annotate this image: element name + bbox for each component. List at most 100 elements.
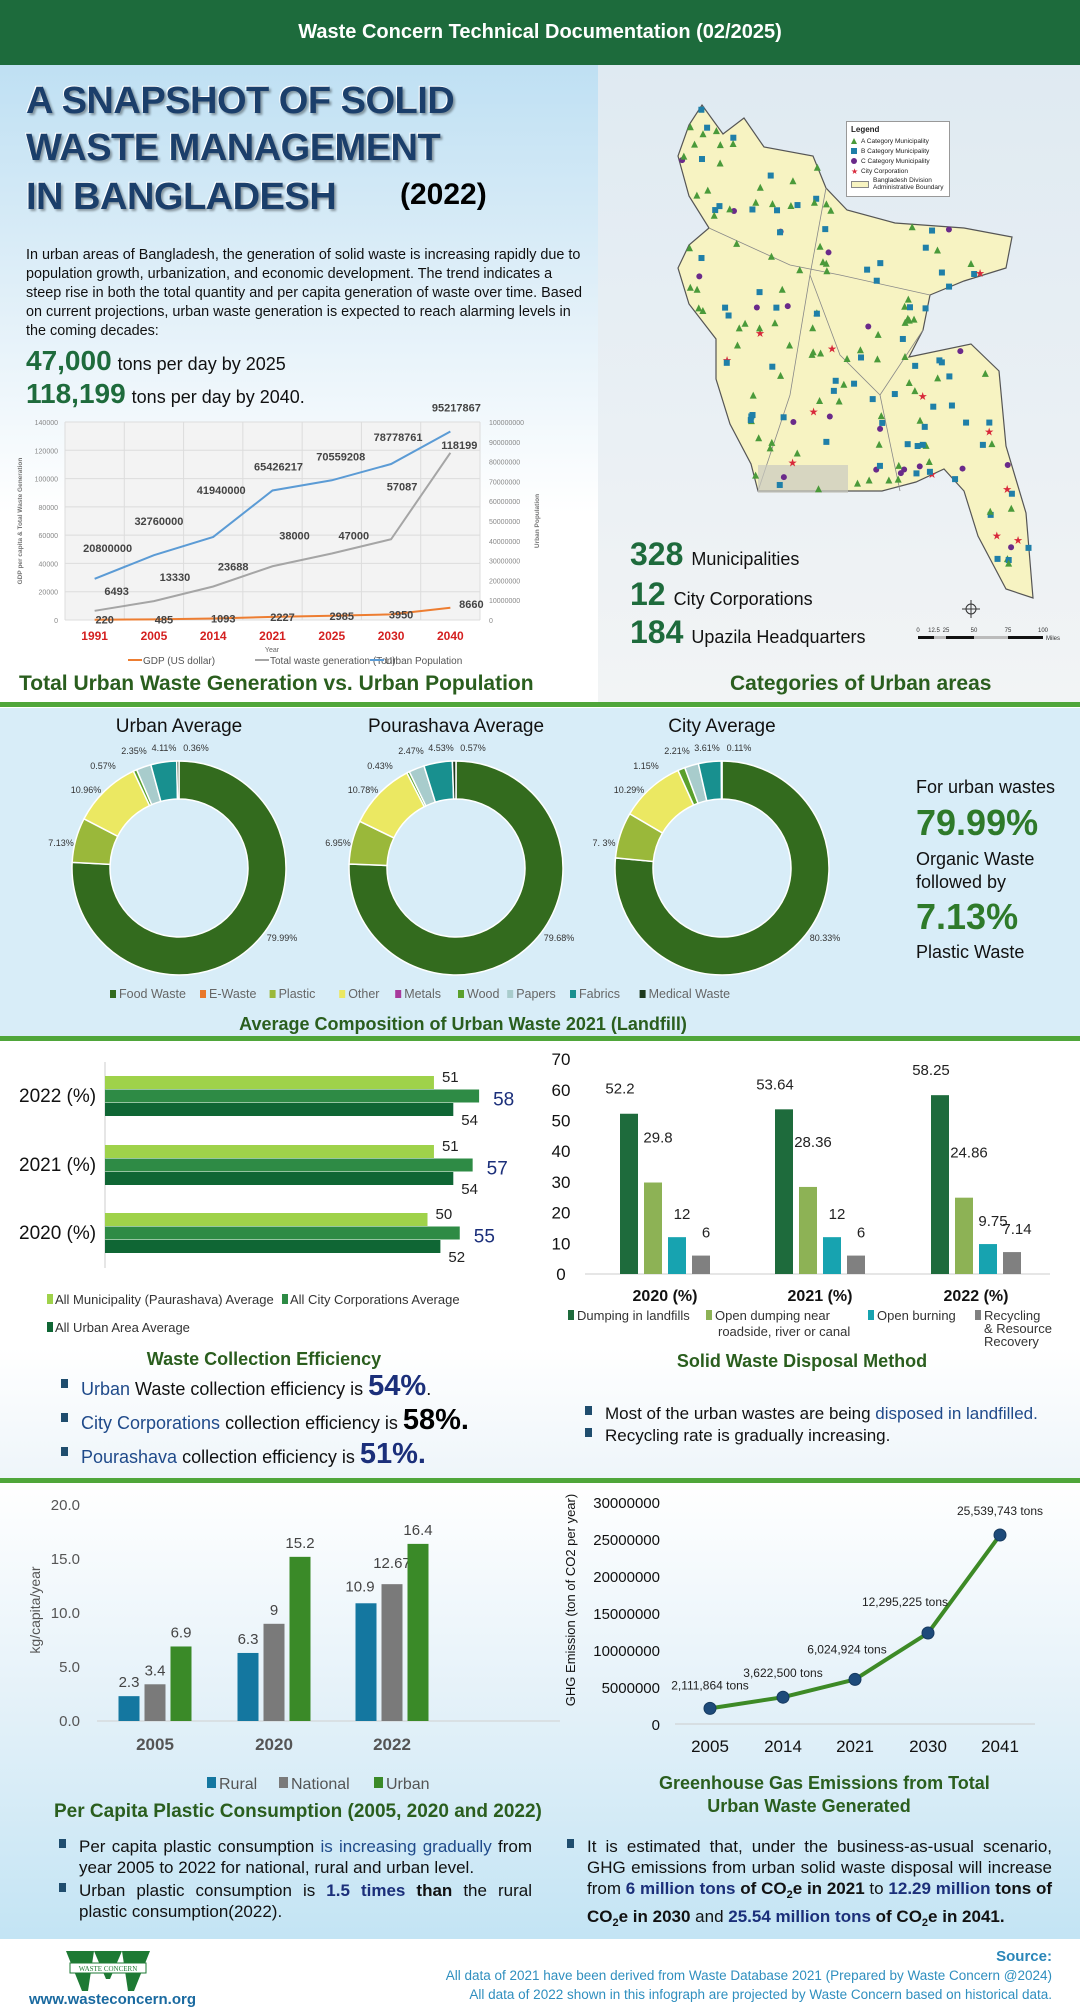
heading-composition: Average Composition of Urban Waste 2021 … xyxy=(239,1014,687,1034)
legend-label: City Corporation xyxy=(861,167,908,175)
highlight-plastic-value: 7.13% xyxy=(916,896,1019,937)
stat-value: 184 xyxy=(630,614,684,650)
highlight-plastic-label: Plastic Waste xyxy=(916,942,1025,962)
text-fragment: the rural plastic consumption(2022). xyxy=(79,1881,533,1921)
stat-value: 328 xyxy=(630,536,684,572)
projection-2025: 47,000 tons per day by 2025 xyxy=(26,345,286,377)
source-line: All data of 2021 have been derived from … xyxy=(445,1968,1052,1983)
waste-concern-logo: WASTE CONCERN xyxy=(66,1951,150,1991)
disposal-bullet: Recycling rate is gradually increasing. xyxy=(584,1425,891,1446)
boundary-swatch xyxy=(851,180,869,188)
text-fragment: 6 million tons xyxy=(625,1879,736,1898)
stat-label: City Corporations xyxy=(673,589,813,609)
text-fragment: City Corporations xyxy=(81,1413,221,1433)
heading-waste-vs-population: Total Urban Waste Generation vs. Urban P… xyxy=(19,672,534,695)
text-fragment: of CO xyxy=(735,1879,787,1898)
page-title-line: WASTE MANAGEMENT xyxy=(26,127,441,169)
legend-label: A Category Municipality xyxy=(861,137,929,145)
text-fragment: and xyxy=(690,1907,729,1926)
text-fragment: Most of the urban wastes are being xyxy=(605,1404,876,1423)
text-fragment: Pourashava xyxy=(81,1447,178,1467)
divider xyxy=(0,1478,1080,1483)
heading-ghg-line2: Urban Waste Generated xyxy=(707,1796,911,1816)
source-title: Source: xyxy=(996,1948,1052,1965)
text-fragment: collection efficiency is xyxy=(220,1413,403,1433)
text-fragment: Recycling rate is gradually increasing. xyxy=(605,1426,891,1445)
heading-plastic: Per Capita Plastic Consumption (2005, 20… xyxy=(54,1801,542,1822)
collection-bullet: City Corporations collection efficiency … xyxy=(61,1406,469,1435)
heading-disposal: Solid Waste Disposal Method xyxy=(676,1351,928,1371)
stat-city-corporations: 12 City Corporations xyxy=(630,576,813,613)
legend-label: C Category Municipality xyxy=(861,157,930,165)
text-fragment: disposed in landfilled. xyxy=(875,1404,1038,1423)
text-fragment: 25.54 million tons xyxy=(728,1907,871,1926)
circle-icon xyxy=(851,158,857,164)
text-fragment: e in 2021 xyxy=(792,1879,865,1898)
text-fragment: collection efficiency is xyxy=(177,1447,360,1467)
text-fragment: e in 2041. xyxy=(928,1907,1005,1926)
highlight-followed: followed by xyxy=(916,872,1007,892)
legend-label: B Category Municipality xyxy=(861,147,930,155)
stat-label: Upazila Headquarters xyxy=(691,627,866,647)
plastic-bullet: Per capita plastic consumption is increa… xyxy=(59,1836,532,1878)
text-fragment: 2 xyxy=(612,1917,619,1929)
text-fragment: 54% xyxy=(368,1370,427,1402)
heading-categories: Categories of Urban areas xyxy=(730,672,992,695)
pie-title: Urban Average xyxy=(115,716,243,737)
legend-title: Legend xyxy=(851,125,880,134)
text-fragment: from year 2005 to 2022 for national, rur… xyxy=(79,1837,532,1877)
page-title-line: A SNAPSHOT OF SOLID xyxy=(26,80,455,122)
text-fragment: tons of CO xyxy=(587,1879,1053,1926)
stat-label: Municipalities xyxy=(691,549,800,569)
intro-paragraph: In urban areas of Bangladesh, the genera… xyxy=(26,247,582,339)
text-fragment: 2 xyxy=(786,1889,793,1901)
footer: WASTE CONCERN www.wasteconcern.org Sourc… xyxy=(0,1939,1080,2016)
projection-text: tons per day by 2040. xyxy=(131,387,305,407)
text-fragment: is increasing gradually xyxy=(320,1837,492,1856)
divider xyxy=(0,1036,1080,1041)
document-header: Waste Concern Technical Documentation (0… xyxy=(0,0,1080,65)
projection-value: 118,199 xyxy=(26,378,126,409)
collection-bullet: Urban Waste collection efficiency is 54%… xyxy=(60,1372,431,1401)
text-fragment: to xyxy=(864,1879,889,1898)
legend-item-boundary: Bangladesh Division Administrative Bound… xyxy=(851,176,945,192)
stat-upazila: 184 Upazila Headquarters xyxy=(630,614,865,651)
text-fragment: Per capita plastic consumption xyxy=(79,1837,321,1856)
legend-item-a: A Category Municipality xyxy=(851,136,945,146)
projection-text: tons per day by 2025 xyxy=(117,354,286,374)
text-fragment: 58%. xyxy=(402,1404,469,1436)
heading-collection: Waste Collection Efficiency xyxy=(146,1349,382,1369)
text-fragment: 12.29 million xyxy=(888,1879,991,1898)
text-fragment: e in 2030 xyxy=(618,1907,691,1926)
map-legend: Legend A Category Municipality B Categor… xyxy=(846,121,950,197)
triangle-icon xyxy=(851,138,857,144)
source-line: All data of 2022 shown in this infograph… xyxy=(469,1987,1052,2002)
text-fragment: It is estimated that, under the business… xyxy=(587,1837,1052,1898)
disposal-bullet: Most of the urban wastes are being dispo… xyxy=(585,1403,1038,1424)
page-title-line: IN BANGLADESH xyxy=(26,176,337,218)
legend-label: Bangladesh Division Administrative Bound… xyxy=(873,177,944,191)
text-fragment: of CO xyxy=(870,1907,922,1926)
square-icon xyxy=(851,148,857,154)
ghg-bullet: It is estimated that, under the business… xyxy=(567,1836,1053,1934)
legend-item-city: ★ City Corporation xyxy=(851,166,945,176)
plastic-bullet: Urban plastic consumption is 1.5 times t… xyxy=(59,1880,533,1922)
legend-item-c: C Category Municipality xyxy=(851,156,945,166)
star-icon: ★ xyxy=(851,166,859,176)
title-year: (2022) xyxy=(400,178,487,211)
website-link[interactable]: www.wasteconcern.org xyxy=(29,1991,196,2008)
projection-value: 47,000 xyxy=(26,345,112,376)
pie-title: Pourashava Average xyxy=(367,716,545,737)
text-fragment: than xyxy=(405,1881,453,1900)
heading-ghg-line1: Greenhouse Gas Emissions from Total xyxy=(659,1773,990,1793)
svg-text:WASTE CONCERN: WASTE CONCERN xyxy=(79,1965,138,1973)
projection-2040: 118,199 tons per day by 2040. xyxy=(26,378,305,410)
text-fragment: 2 xyxy=(921,1917,929,1929)
legend-item-b: B Category Municipality xyxy=(851,146,945,156)
stat-municipalities: 328 Municipalities xyxy=(630,536,799,573)
text-fragment: 51%. xyxy=(359,1438,426,1470)
highlight-organic-value: 79.99% xyxy=(916,802,1039,843)
pie-title: City Average xyxy=(668,716,776,737)
highlight-intro: For urban wastes xyxy=(916,777,1056,797)
divider xyxy=(0,702,1080,707)
